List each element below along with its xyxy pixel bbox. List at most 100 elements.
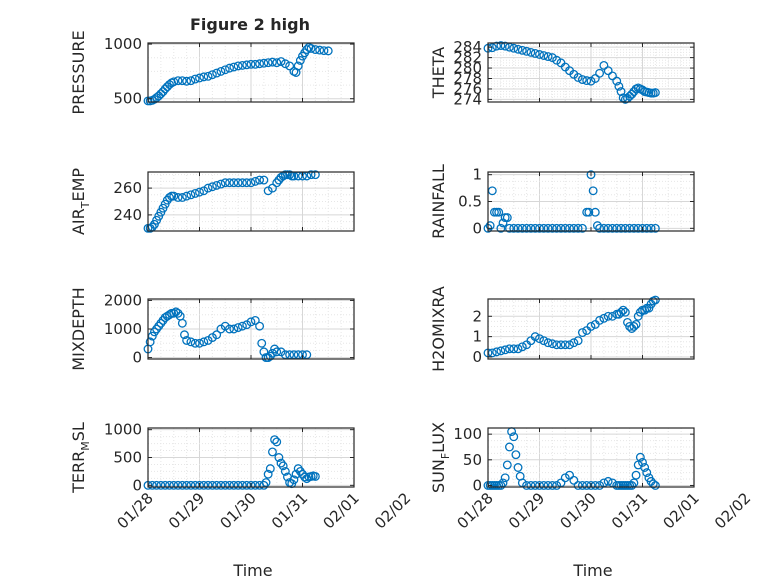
data-point (250, 315, 260, 325)
data-point (242, 60, 252, 70)
data-point (220, 65, 230, 75)
data-point (229, 324, 239, 334)
subplot-rainfall: 0 0.5 1 RAINFALL (429, 164, 695, 239)
data-point (505, 344, 514, 354)
data-point (573, 336, 583, 346)
y-tick-label: 0 (132, 349, 142, 367)
data-point (272, 437, 282, 447)
data-point (212, 180, 222, 190)
y-axis-label: SUNFLUX (429, 422, 452, 493)
y-tick-label: 2 (472, 307, 482, 325)
subplot-pressure: 500 1000 PRESSURE (69, 30, 355, 115)
y-axis-label: THETA (429, 47, 448, 99)
data-point (169, 77, 179, 87)
data-point (586, 76, 596, 86)
data-point (203, 183, 213, 193)
data-point (650, 88, 660, 98)
data-point (310, 170, 320, 180)
data-point (539, 336, 549, 346)
data-point (276, 458, 286, 468)
data-point (233, 480, 243, 490)
data-point (237, 321, 247, 331)
data-point (199, 72, 209, 82)
data-point (603, 311, 613, 321)
data-point (629, 223, 639, 233)
data-point (272, 178, 282, 188)
data-point (182, 335, 192, 345)
data-point (259, 480, 269, 490)
data-point (190, 189, 200, 198)
data-point (186, 76, 196, 86)
data-point (547, 481, 557, 490)
data-point (293, 61, 303, 71)
data-point (629, 322, 639, 331)
data-point (522, 223, 532, 233)
data-point (586, 170, 596, 180)
data-point (543, 52, 553, 62)
data-point (599, 313, 609, 323)
data-point (648, 479, 658, 489)
data-point (535, 481, 544, 490)
data-point (190, 74, 200, 84)
data-point (229, 62, 239, 72)
data-point (547, 339, 557, 349)
data-point (306, 170, 316, 180)
y-tick-label: 1000 (104, 320, 142, 338)
data-point (552, 481, 562, 490)
data-point (270, 435, 280, 445)
y-tick-label: 240 (113, 206, 142, 224)
data-point (498, 218, 508, 228)
data-point (526, 223, 536, 233)
data-point (233, 323, 243, 333)
data-point (310, 45, 320, 55)
data-point (603, 476, 613, 486)
data-point (216, 179, 226, 189)
data-point (265, 464, 275, 474)
data-point (225, 480, 234, 490)
data-point (638, 223, 647, 233)
data-point (225, 178, 234, 188)
data-point (505, 223, 514, 233)
data-point (199, 337, 209, 347)
data-point (635, 307, 645, 317)
data-point (513, 44, 523, 54)
data-point (496, 481, 506, 490)
data-point (577, 75, 587, 84)
data-point (216, 66, 226, 76)
data-point (212, 480, 222, 490)
series-mixdepth (143, 307, 312, 363)
data-point (203, 71, 213, 81)
data-point (225, 324, 234, 334)
data-point (543, 481, 553, 490)
data-point (285, 61, 295, 71)
data-point (569, 475, 579, 485)
data-point (627, 89, 637, 99)
data-point (173, 193, 183, 202)
data-point (246, 480, 256, 490)
y-tick-label: 284 (453, 38, 482, 56)
data-point (212, 68, 222, 78)
data-point (220, 480, 230, 490)
data-point (293, 464, 303, 474)
data-point (586, 322, 596, 331)
data-point (182, 191, 192, 201)
data-point (268, 447, 277, 457)
data-point (182, 76, 192, 86)
y-tick-label: 278 (453, 70, 482, 88)
data-point (535, 50, 544, 59)
data-point (569, 338, 579, 348)
data-point (552, 340, 562, 350)
data-point (259, 58, 269, 68)
data-point (584, 207, 594, 217)
data-point (599, 61, 609, 70)
data-point (268, 183, 277, 193)
y-axis-label: TERRMSL (69, 422, 92, 494)
data-point (599, 223, 609, 233)
data-point (608, 223, 617, 233)
data-point (513, 463, 523, 472)
data-point (295, 466, 305, 476)
data-point (195, 338, 204, 348)
data-point (500, 345, 510, 355)
